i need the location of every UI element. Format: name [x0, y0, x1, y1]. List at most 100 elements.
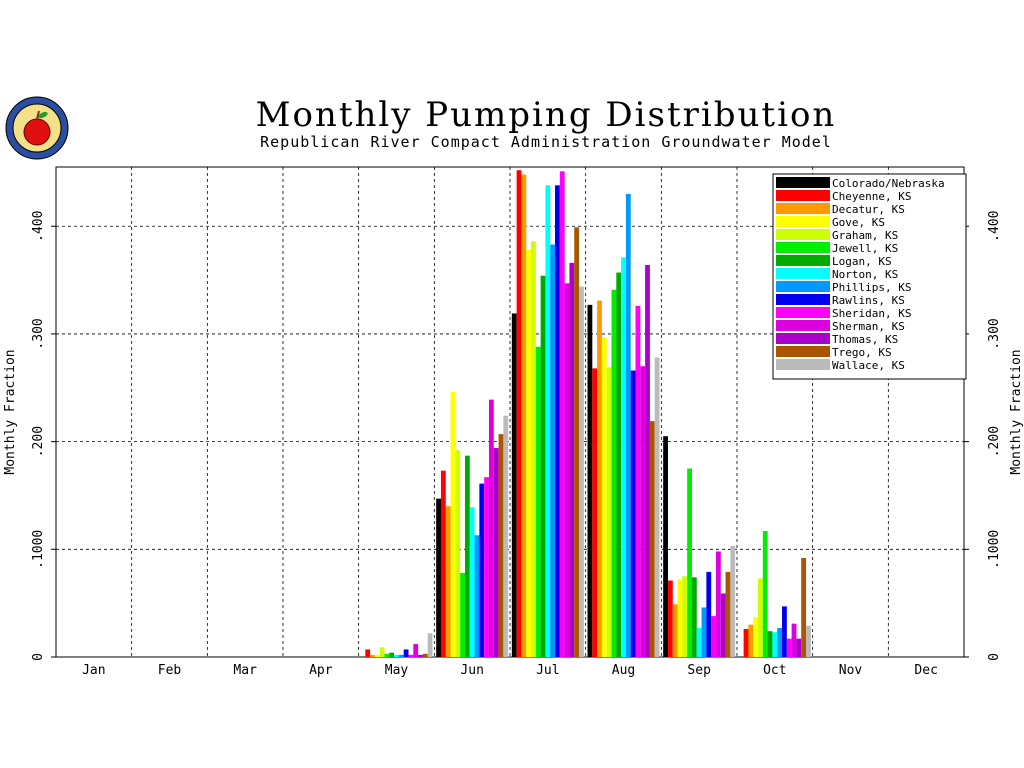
legend-swatch [776, 268, 830, 279]
legend-swatch [776, 203, 830, 214]
x-tick-label: Apr [309, 663, 333, 678]
legend-swatch [776, 320, 830, 331]
bar [672, 604, 678, 657]
x-tick-label: Mar [233, 663, 257, 678]
legend-label: Norton, KS [832, 268, 898, 281]
legend-swatch [776, 281, 830, 292]
bar [753, 617, 759, 657]
y-tick-label: .400 [31, 211, 46, 242]
bar [531, 241, 536, 657]
y-tick-label: 0 [31, 653, 46, 661]
bar [767, 631, 773, 657]
bar [715, 551, 721, 657]
bar [436, 498, 441, 657]
bar [791, 623, 797, 657]
bar [687, 468, 692, 657]
legend-swatch [776, 190, 830, 201]
bar [445, 506, 451, 657]
bar [640, 366, 646, 657]
bar [801, 557, 807, 657]
bar [691, 577, 697, 657]
bar [758, 578, 763, 657]
y-tick-label: .400 [987, 211, 1002, 242]
bar [677, 579, 683, 657]
y-tick-label: .200 [987, 426, 1002, 457]
bar [606, 367, 612, 657]
x-tick-label: Jun [460, 663, 483, 678]
bar [503, 415, 509, 657]
y-tick-label: 0 [987, 653, 1002, 661]
x-tick-label: Jul [536, 663, 559, 678]
bar [484, 477, 489, 657]
bar [696, 627, 702, 657]
x-tick-label: Nov [839, 663, 863, 678]
legend-swatch [776, 177, 830, 188]
bar [635, 305, 641, 657]
bar [498, 434, 504, 657]
legend-label: Logan, KS [832, 255, 892, 268]
bar [389, 652, 395, 657]
bar [398, 654, 404, 657]
chart-title: Monthly Pumping Distribution [256, 95, 837, 135]
bar [450, 392, 456, 657]
bar [408, 654, 414, 657]
legend-label: Colorado/Nebraska [832, 177, 945, 190]
bar [479, 483, 485, 657]
bar [645, 265, 650, 657]
bar [474, 535, 480, 657]
bar [413, 644, 419, 657]
bar [682, 576, 688, 657]
bar [621, 257, 626, 657]
bar [587, 304, 593, 657]
bar [422, 653, 428, 657]
bar [649, 421, 655, 657]
legend-label: Cheyenne, KS [832, 190, 911, 203]
y-tick-label: .300 [987, 318, 1002, 349]
bar [427, 633, 433, 657]
bar [786, 638, 792, 657]
bar [730, 546, 736, 657]
legend-swatch [776, 359, 830, 370]
bar [743, 629, 749, 657]
legend-label: Rawlins, KS [832, 294, 905, 307]
bar [574, 227, 580, 657]
x-tick-label: Sep [687, 663, 711, 678]
x-tick-label: May [385, 663, 409, 678]
bar [384, 653, 390, 657]
bar [616, 272, 622, 657]
legend-label: Wallace, KS [832, 359, 905, 372]
x-tick-label: Jan [82, 663, 105, 678]
bar [403, 649, 409, 657]
bar [667, 580, 673, 657]
legend-swatch [776, 333, 830, 344]
chart-subtitle: Republican River Compact Administration … [260, 133, 832, 151]
x-tick-label: Oct [763, 663, 786, 678]
bar [592, 368, 598, 657]
y-axis-label-right: Monthly Fraction [1009, 349, 1024, 474]
legend-swatch [776, 294, 830, 305]
bar [564, 283, 570, 657]
bar [464, 455, 470, 657]
bar [601, 337, 607, 657]
legend-swatch [776, 242, 830, 253]
legend-swatch [776, 255, 830, 266]
bar [777, 627, 783, 657]
bar [654, 357, 660, 657]
legend-label: Gove, KS [832, 216, 885, 229]
bar [579, 286, 584, 657]
legend-label: Graham, KS [832, 229, 898, 242]
legend-label: Decatur, KS [832, 203, 905, 216]
bar [711, 616, 716, 657]
bar [625, 193, 631, 658]
bar [526, 249, 532, 658]
legend-label: Sherman, KS [832, 320, 905, 333]
bar [748, 624, 754, 657]
bar [545, 185, 551, 657]
bar [455, 450, 461, 657]
y-tick-label: .300 [31, 318, 46, 349]
bar [806, 625, 811, 657]
bar [597, 300, 602, 657]
bar [374, 654, 380, 657]
